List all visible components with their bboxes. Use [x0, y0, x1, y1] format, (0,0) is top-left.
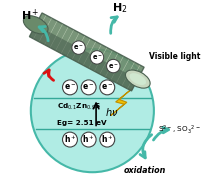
Text: H$^+$: H$^+$	[21, 8, 39, 23]
Text: e$^-$: e$^-$	[108, 62, 119, 70]
Text: Eg= 2.51 eV: Eg= 2.51 eV	[57, 120, 107, 126]
Text: h$^+$: h$^+$	[101, 134, 113, 146]
Polygon shape	[111, 88, 133, 115]
Text: $h\nu$: $h\nu$	[105, 106, 119, 118]
Ellipse shape	[23, 16, 48, 34]
Text: S$^{2-}$, SO$_3$$^{2-}$: S$^{2-}$, SO$_3$$^{2-}$	[158, 123, 200, 136]
Circle shape	[81, 132, 96, 147]
Circle shape	[31, 49, 154, 172]
Circle shape	[81, 80, 96, 95]
Text: H$_2$: H$_2$	[112, 1, 127, 15]
Text: h$^+$: h$^+$	[64, 134, 76, 146]
Text: h$^+$: h$^+$	[82, 134, 95, 146]
Circle shape	[100, 132, 115, 147]
Circle shape	[90, 51, 104, 64]
Text: e$^-$: e$^-$	[91, 53, 102, 62]
Text: oxidation: oxidation	[123, 166, 166, 175]
Text: Visible light: Visible light	[149, 52, 200, 61]
Text: e$^-$: e$^-$	[64, 83, 76, 92]
Text: e$^-$: e$^-$	[101, 83, 113, 92]
Text: e$^-$: e$^-$	[83, 83, 95, 92]
Circle shape	[63, 132, 77, 147]
Circle shape	[72, 41, 85, 54]
Ellipse shape	[125, 70, 150, 88]
Ellipse shape	[129, 73, 146, 85]
Circle shape	[100, 80, 115, 95]
Text: Cd$_{0.1}$Zn$_{0.9}$S: Cd$_{0.1}$Zn$_{0.9}$S	[57, 102, 101, 112]
Circle shape	[107, 59, 120, 73]
Polygon shape	[30, 13, 144, 91]
Polygon shape	[30, 25, 138, 91]
Circle shape	[63, 80, 77, 95]
Text: e$^-$: e$^-$	[73, 43, 84, 52]
